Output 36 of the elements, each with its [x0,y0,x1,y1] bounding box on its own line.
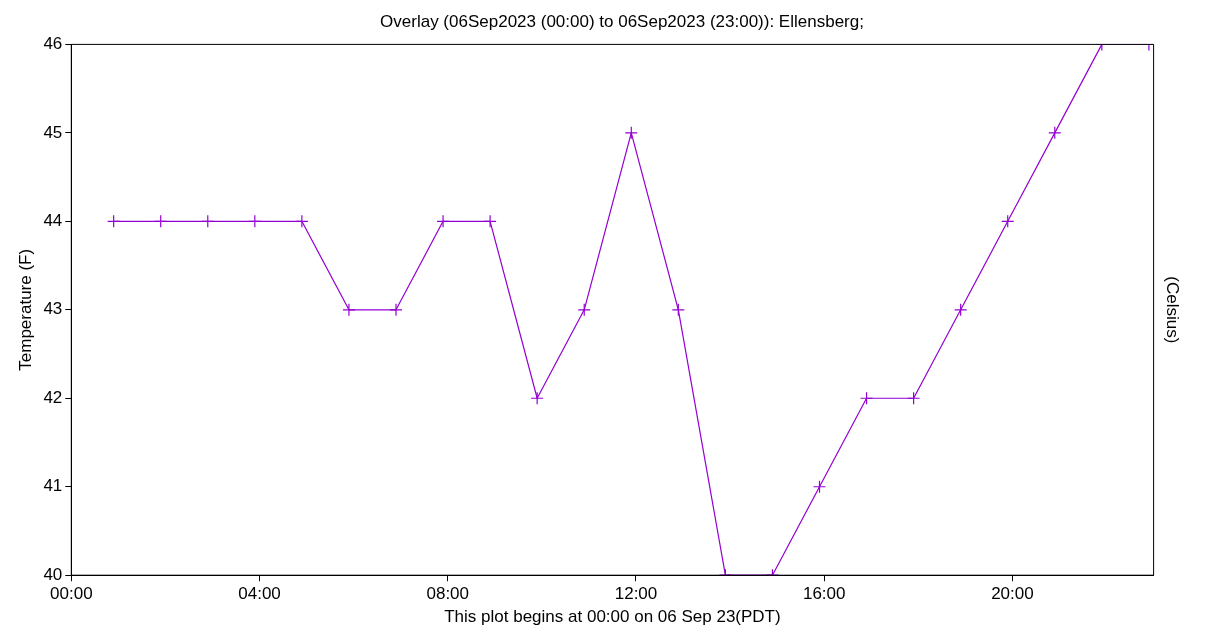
point [671,303,685,317]
point [859,391,874,405]
point [342,303,356,317]
x-tick-label: 12:00 [614,584,658,604]
chart-title: Overlay (06Sep2023 (00:00) to 06Sep2023 (23:00)): Ellensberg; [380,11,864,31]
point [1001,214,1015,228]
x-tick-label: 00:00 [50,584,93,604]
y-tick-label: 44 [43,211,63,231]
x-tick-label: 08:00 [426,584,470,604]
point [389,303,403,317]
point [812,480,827,494]
point [907,391,921,405]
point [248,214,262,228]
point [1048,126,1062,140]
point [483,214,497,228]
point [530,391,544,405]
x-axis-title: This plot begins at 00:00 on 06 Sep 23(PDT) [444,607,781,627]
y-tick-label: 42 [43,387,63,407]
point [154,214,168,228]
x-tick-label: 16:00 [802,584,846,604]
point [624,126,638,140]
x-tick-label: 20:00 [991,584,1034,604]
point [201,214,215,228]
y-tick-label: 45 [43,122,63,142]
y-tick-label: 46 [43,34,63,54]
y2-axis-title: (Celsius) [1163,276,1183,344]
point [954,303,968,317]
point [107,214,121,228]
y-tick-label: 40 [43,564,63,584]
point [436,214,450,228]
x-tick-label: 04:00 [238,584,281,604]
y-tick-label: 41 [43,476,63,496]
y-axis-title: Temperature (F) [15,248,35,371]
point [577,303,591,317]
y-tick-label: 43 [43,299,63,319]
point [295,214,309,228]
